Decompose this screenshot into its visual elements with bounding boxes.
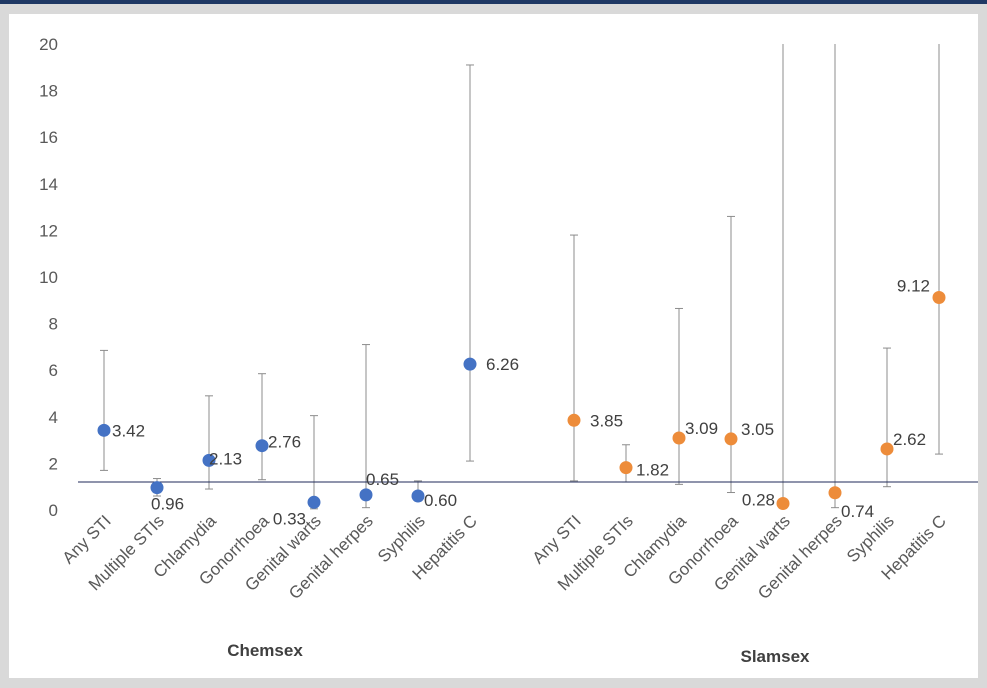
- data-label: 1.82: [636, 461, 669, 480]
- data-point: [776, 496, 790, 510]
- data-point: [828, 486, 842, 500]
- y-tick-label: 0: [49, 501, 58, 520]
- data-label: 9.12: [897, 277, 930, 296]
- data-label: 3.42: [112, 421, 145, 440]
- data-label: 2.62: [893, 430, 926, 449]
- y-tick-label: 2: [49, 454, 58, 473]
- y-tick-label: 6: [49, 361, 58, 380]
- group-label-slamsex: Slamsex: [741, 647, 811, 666]
- y-tick-label: 4: [49, 408, 58, 427]
- data-point: [672, 431, 686, 445]
- data-point: [567, 413, 581, 427]
- y-axis: 0 2 4 6 8 10 12 14 16 18 20: [39, 35, 58, 520]
- data-point: [463, 357, 477, 371]
- data-point: [307, 495, 321, 509]
- data-points: [97, 291, 946, 510]
- data-point: [932, 291, 946, 305]
- data-label: 6.26: [486, 355, 519, 374]
- data-label: 3.85: [590, 411, 623, 430]
- y-tick-label: 16: [39, 128, 58, 147]
- data-point: [255, 439, 269, 453]
- data-point: [150, 481, 164, 495]
- data-point: [411, 489, 425, 503]
- chart-panel: [9, 14, 978, 678]
- data-label: 3.09: [685, 419, 718, 438]
- data-point: [359, 488, 373, 502]
- data-label: 2.76: [268, 433, 301, 452]
- error-bars: [100, 44, 943, 510]
- data-point: [724, 432, 738, 446]
- y-tick-label: 10: [39, 268, 58, 287]
- data-point: [97, 423, 111, 437]
- data-label: 0.33: [273, 509, 306, 528]
- data-label: 0.60: [424, 491, 457, 510]
- data-label: 0.74: [841, 502, 874, 521]
- group-label-chemsex: Chemsex: [227, 641, 303, 660]
- data-label: 0.28: [742, 490, 775, 509]
- data-point: [619, 461, 633, 475]
- data-labels: 3.42 0.96 2.13 2.76 0.33 0.65 0.60 6.26 3.85 1.82…: [112, 277, 930, 529]
- y-tick-label: 14: [39, 175, 58, 194]
- data-point: [880, 442, 894, 456]
- top-accent-bar: [0, 0, 987, 4]
- y-tick-label: 8: [49, 315, 58, 334]
- data-label: 0.96: [151, 495, 184, 514]
- data-label: 0.65: [366, 470, 399, 489]
- data-point: [202, 453, 216, 467]
- data-label: 3.05: [741, 420, 774, 439]
- y-tick-label: 12: [39, 221, 58, 240]
- y-tick-label: 20: [39, 35, 58, 54]
- data-label: 2.13: [209, 449, 242, 468]
- y-tick-label: 18: [39, 82, 58, 101]
